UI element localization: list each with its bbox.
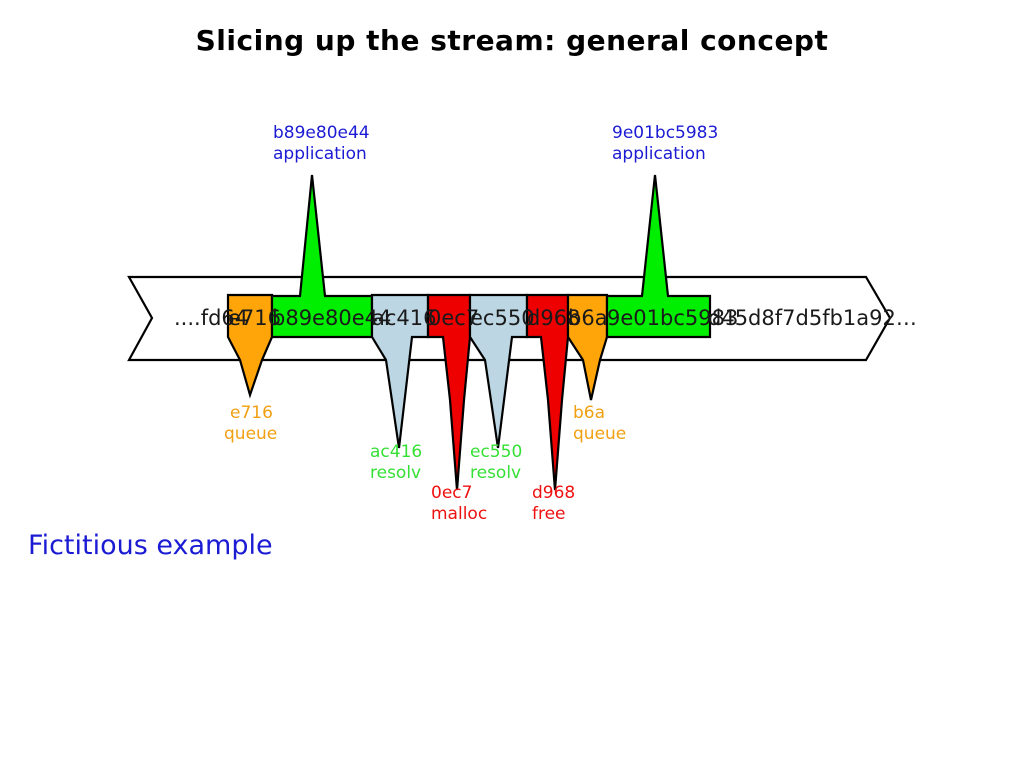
callout-below-ec550: ec550 resolv — [470, 442, 522, 483]
footnote-text: Fictitious example — [28, 530, 273, 561]
callout-tag-0ec7: 0ec7 — [431, 483, 472, 503]
callout-role-ac416: resolv — [370, 463, 421, 483]
callout-role-e716: queue — [224, 424, 277, 444]
callout-role-d968: free — [532, 504, 566, 524]
stream-suffix-text: d45d8f7d5fb1a92… — [708, 306, 917, 330]
callout-role-0ec7: malloc — [431, 504, 487, 524]
callout-tag-ac416: ac416 — [370, 442, 422, 462]
callout-tag-d968: d968 — [532, 483, 575, 503]
stream-block-label-9e01bc5983: 9e01bc5983 — [607, 306, 738, 330]
stream-block-label-d968: d968 — [527, 306, 580, 330]
callout-tag-b6a: b6a — [573, 403, 605, 423]
callout-below-b6a: b6a queue — [573, 403, 626, 444]
stream-block-label-e716: e716 — [228, 306, 281, 330]
callout-above-9e01bc5983: 9e01bc5983 application — [612, 123, 718, 164]
stream-block-label-ac416: ac416 — [372, 306, 437, 330]
stream-block-label-b6a: b6a — [568, 306, 608, 330]
callout-role-ec550: resolv — [470, 463, 521, 483]
callout-below-ac416: ac416 resolv — [370, 442, 422, 483]
callout-above-b89e80e44: b89e80e44 application — [273, 123, 370, 164]
stream-block-label-b89e80e44: b89e80e44 — [272, 306, 391, 330]
callout-tag-9e01bc5983: 9e01bc5983 — [612, 123, 718, 143]
callout-tag-e716: e716 — [230, 403, 273, 423]
callout-tag-ec550: ec550 — [470, 442, 522, 462]
callout-tag-b89e80e44: b89e80e44 — [273, 123, 370, 143]
callout-role-9e01bc5983: application — [612, 144, 706, 164]
callout-role-b6a: queue — [573, 424, 626, 444]
callout-role-b89e80e44: application — [273, 144, 367, 164]
stream-prefix-text: ....fd64 — [174, 306, 248, 330]
page-title: Slicing up the stream: general concept — [195, 24, 829, 57]
callout-below-d968: d968 free — [532, 483, 575, 524]
callout-below-e716: e716 queue — [224, 403, 277, 444]
stream-block-label-0ec7: 0ec7 — [428, 306, 479, 330]
callout-below-0ec7: 0ec7 malloc — [431, 483, 487, 524]
stream-block-9e01bc5983[interactable] — [605, 174, 712, 339]
stream-block-label-ec550: ec550 — [470, 306, 535, 330]
